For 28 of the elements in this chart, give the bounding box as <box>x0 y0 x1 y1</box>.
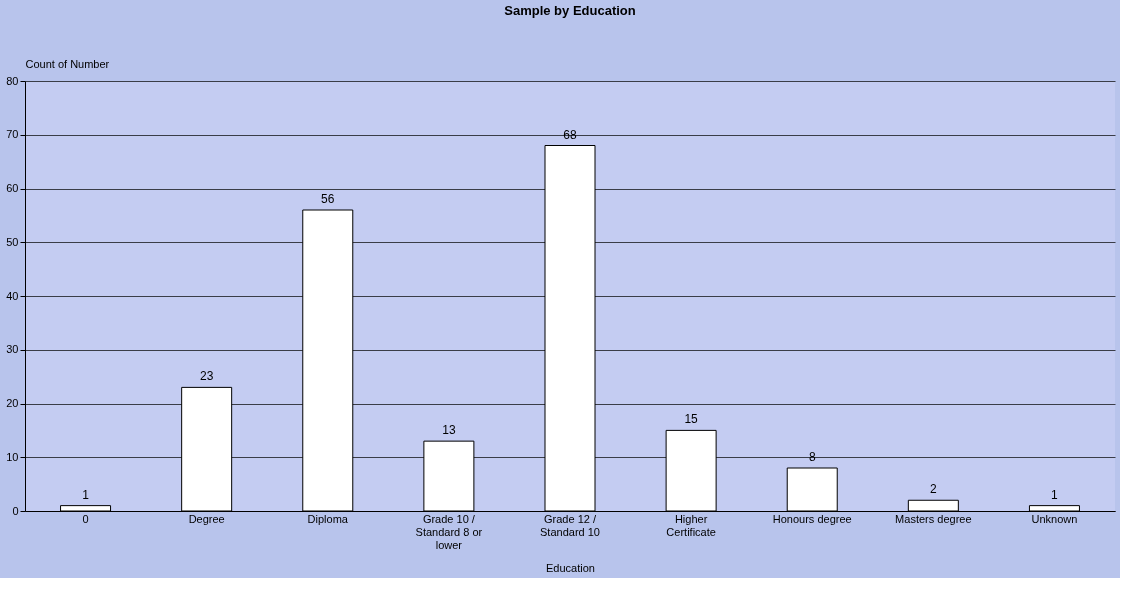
y-tick-label: 60 <box>6 182 19 194</box>
y-tick-label: 40 <box>6 289 19 302</box>
y-tick-label: 30 <box>6 343 19 356</box>
y-axis-title: Count of Number <box>25 57 110 70</box>
x-tick-label: 0 <box>82 512 89 525</box>
x-tick-label: Masters degree <box>895 512 972 525</box>
x-tick-label: Higher Certificate <box>666 512 716 538</box>
y-tick-label: 50 <box>6 235 19 248</box>
y-tick-label: 80 <box>6 74 19 87</box>
data-label: 13 <box>442 423 456 438</box>
data-label: 2 <box>929 482 937 497</box>
y-tick-label: 70 <box>6 128 19 141</box>
chart-title: Sample by Education <box>504 3 636 18</box>
x-tick-label: Degree <box>188 512 225 525</box>
data-label: 1 <box>82 487 90 502</box>
x-tick-label: Unknown <box>1031 512 1078 525</box>
x-axis-title: Education <box>546 561 595 574</box>
x-tick-label: Grade 12 / Standard 10 <box>540 512 600 538</box>
x-tick-label: Grade 10 / Standard 8 or lower <box>415 512 483 551</box>
data-label: 1 <box>1051 487 1059 502</box>
y-tick-label: 20 <box>6 397 19 409</box>
data-label: 23 <box>199 369 214 384</box>
data-label: 15 <box>684 412 699 427</box>
y-tick-label: 10 <box>6 450 19 463</box>
x-tick-label: Honours degree <box>772 512 852 525</box>
x-tick-label: Diploma <box>307 512 349 525</box>
data-label: 56 <box>321 192 335 206</box>
y-tick-label: 0 <box>12 504 19 517</box>
